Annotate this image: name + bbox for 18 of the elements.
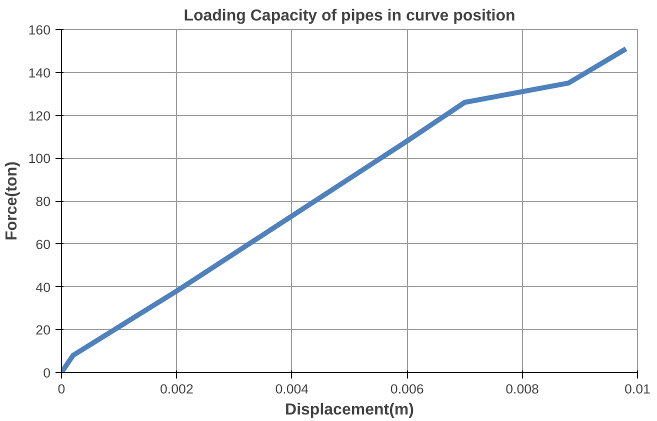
y-axis-title: Force(ton) — [3, 161, 20, 241]
x-tick-label: 0 — [58, 382, 66, 396]
x-axis-title: Displacement(m) — [285, 402, 414, 418]
y-tick-label: 0 — [43, 366, 51, 380]
y-tick-label: 140 — [28, 65, 51, 80]
x-tick-label: 0.006 — [390, 382, 424, 396]
y-tick-label: 80 — [36, 194, 51, 209]
y-tick-label: 120 — [28, 108, 51, 124]
chart-title: Loading Capacity of pipes in curve position — [184, 8, 516, 24]
y-tick-label: 100 — [28, 151, 51, 166]
x-tick-label: 0.002 — [160, 382, 194, 396]
x-tick-label: 0.004 — [275, 382, 310, 396]
y-tick-label: 20 — [36, 322, 51, 338]
y-tick-label: 60 — [36, 236, 51, 252]
y-tick-label: 160 — [28, 22, 51, 38]
x-tick-label: 0.01 — [624, 382, 650, 396]
y-tick-label: 40 — [36, 280, 51, 295]
x-tick-label: 0.008 — [506, 382, 539, 396]
